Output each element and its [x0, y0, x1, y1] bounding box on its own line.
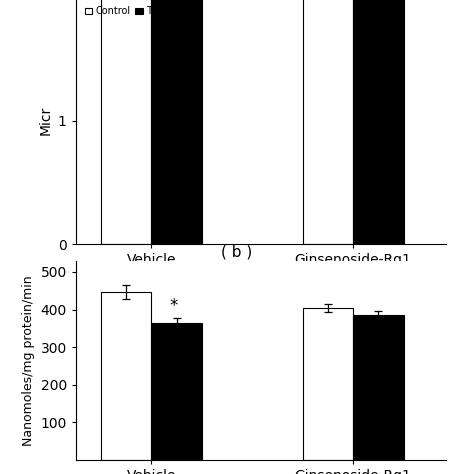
Bar [353, 0, 403, 244]
Text: ( b ): ( b ) [221, 245, 253, 260]
Bar [152, 0, 202, 244]
Text: *: * [169, 297, 177, 315]
Bar [101, 292, 152, 460]
Bar [353, 315, 403, 460]
Bar [303, 0, 353, 244]
Bar [152, 323, 202, 460]
Legend: Control, Treated: Control, Treated [81, 2, 186, 20]
Y-axis label: Nanomoles/mg protein/min: Nanomoles/mg protein/min [22, 275, 35, 446]
Bar [101, 0, 152, 244]
Y-axis label: Micr: Micr [38, 106, 53, 136]
Bar [303, 308, 353, 460]
